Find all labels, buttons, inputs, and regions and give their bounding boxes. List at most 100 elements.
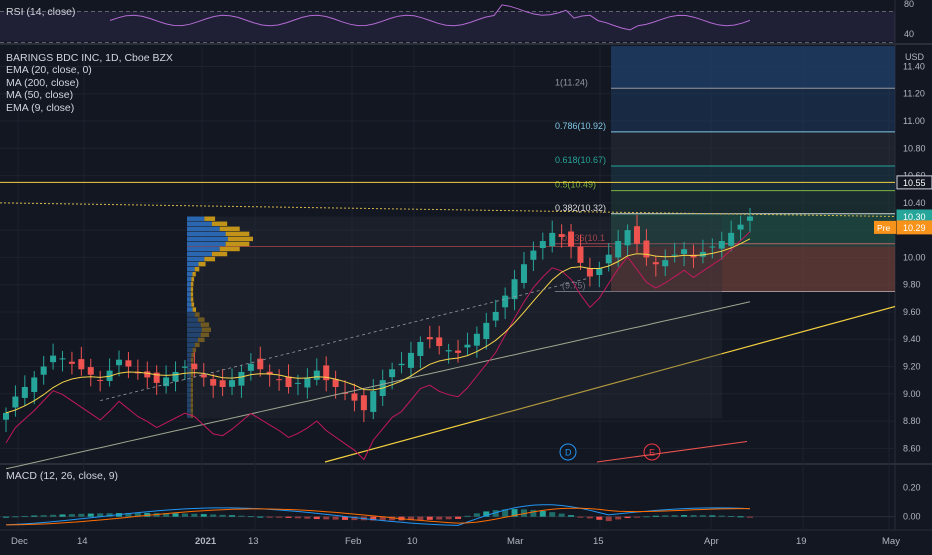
macd-histogram-bar: [671, 515, 678, 517]
candle-down: [68, 361, 75, 364]
candle-down: [78, 359, 85, 370]
price-tick-label: 10.80: [903, 143, 926, 153]
macd-histogram-bar: [21, 515, 28, 517]
volume-profile-bar-up: [187, 266, 195, 272]
time-axis-label: 15: [593, 536, 604, 547]
legend-item-ema9[interactable]: EMA (9, close): [6, 101, 75, 114]
macd-histogram-bar: [59, 514, 66, 517]
candle-down: [276, 379, 283, 381]
candle-up: [59, 358, 66, 360]
legend-item-ema20[interactable]: EMA (20, close, 0): [6, 64, 92, 77]
fib-zone-top: [611, 46, 895, 89]
price-tag-value: 10.29: [903, 223, 926, 233]
rsi-tick-40: 40: [904, 29, 914, 39]
volume-profile-bar-up: [187, 297, 191, 302]
macd-label: MACD (12, 26, close, 9): [6, 470, 119, 482]
volume-profile-bar-down: [194, 342, 200, 348]
macd-histogram-bar: [31, 515, 38, 517]
macd-histogram-bar: [586, 516, 593, 519]
volume-profile-bar-up: [187, 241, 226, 247]
macd-histogram-bar: [304, 516, 311, 519]
candle-down: [652, 262, 659, 265]
volume-profile-bar-down: [200, 332, 210, 338]
volume-profile-bar-up: [187, 413, 191, 418]
candle-up: [370, 391, 377, 412]
fib-level-label: 1(11.24): [555, 77, 588, 87]
volume-profile-bar-up: [187, 317, 198, 322]
fib-zone: [611, 243, 895, 292]
volume-profile-bar-up: [187, 231, 226, 237]
time-axis-label: 14: [77, 536, 88, 547]
volume-profile-bar-down: [200, 322, 210, 327]
volume-profile-bar-up: [187, 352, 192, 358]
volume-profile-bar-down: [190, 372, 194, 378]
volume-profile-bar-up: [187, 357, 191, 363]
event-label: E: [649, 448, 655, 458]
candle-up: [445, 350, 452, 352]
volume-profile-bar-up: [187, 256, 205, 262]
fib-zone: [611, 88, 895, 132]
volume-profile-bar-down: [190, 408, 193, 413]
candle-up: [511, 279, 518, 300]
macd-histogram-bar: [690, 515, 697, 517]
price-tick-label: 11.00: [903, 116, 925, 126]
price-tick-label: 11.40: [903, 61, 925, 71]
volume-profile-bar-down: [190, 282, 194, 287]
event-label: D: [565, 448, 572, 458]
macd-histogram-bar: [520, 509, 527, 517]
macd-histogram-bar: [276, 516, 283, 518]
volume-profile-bar-down: [192, 347, 197, 353]
macd-histogram-bar: [238, 515, 245, 517]
macd-histogram-bar: [615, 516, 622, 520]
price-tag-value: 10.55: [903, 178, 926, 188]
candle-up: [464, 344, 471, 348]
candle-up: [605, 254, 612, 264]
macd-histogram-bar: [332, 516, 339, 520]
candle-down: [219, 380, 226, 387]
volume-profile-bar-down: [219, 226, 240, 232]
macd-histogram-bar: [483, 511, 490, 517]
candle-up: [671, 254, 678, 256]
volume-profile-bar-down: [194, 312, 200, 317]
candle-up: [21, 386, 28, 398]
macd-histogram-bar: [445, 516, 452, 520]
volume-profile-bar-down: [191, 302, 195, 307]
price-tick-label: 11.20: [903, 89, 925, 99]
macd-histogram-bar: [172, 513, 179, 517]
volume-profile-bar-down: [190, 297, 194, 302]
legend-item-ma50[interactable]: MA (50, close): [6, 89, 74, 102]
volume-profile-bar-up: [187, 246, 220, 252]
macd-histogram-bar: [247, 516, 254, 518]
volume-profile-bar-up: [187, 403, 191, 408]
fib-zone: [611, 131, 895, 167]
macd-histogram-bar: [737, 516, 744, 518]
premarket-label: Pre: [877, 223, 891, 233]
fib-level-label: 0.236(10.1: [562, 233, 605, 243]
macd-histogram-bar: [40, 515, 47, 517]
fib-zone: [611, 166, 895, 191]
macd-histogram-bar: [643, 516, 650, 518]
volume-profile-bar-up: [187, 282, 191, 287]
descending-trend-line: [0, 202, 896, 217]
volume-profile-bar-up: [187, 372, 191, 378]
volume-profile-bar-down: [192, 307, 197, 312]
macd-histogram-bar: [436, 516, 443, 520]
ma50-line: [5, 231, 751, 461]
volume-profile-bar-up: [187, 408, 191, 413]
volume-profile-bar-down: [211, 251, 228, 257]
volume-profile-bar-up: [187, 327, 202, 332]
legend-item-ma200[interactable]: MA (200, close): [6, 76, 79, 89]
time-axis-label: Apr: [704, 536, 719, 547]
time-axis-label: Dec: [11, 536, 28, 547]
macd-histogram-bar: [285, 516, 292, 518]
volume-profile-bar-down: [190, 367, 194, 373]
candle-down: [426, 337, 433, 340]
candle-down: [257, 358, 264, 370]
volume-profile-bar-down: [190, 403, 193, 408]
macd-histogram-bar: [379, 516, 386, 521]
event-marker: [559, 443, 577, 461]
fib-level-label: 0.382(10.32): [555, 203, 606, 213]
volume-profile-bar-down: [225, 231, 250, 237]
